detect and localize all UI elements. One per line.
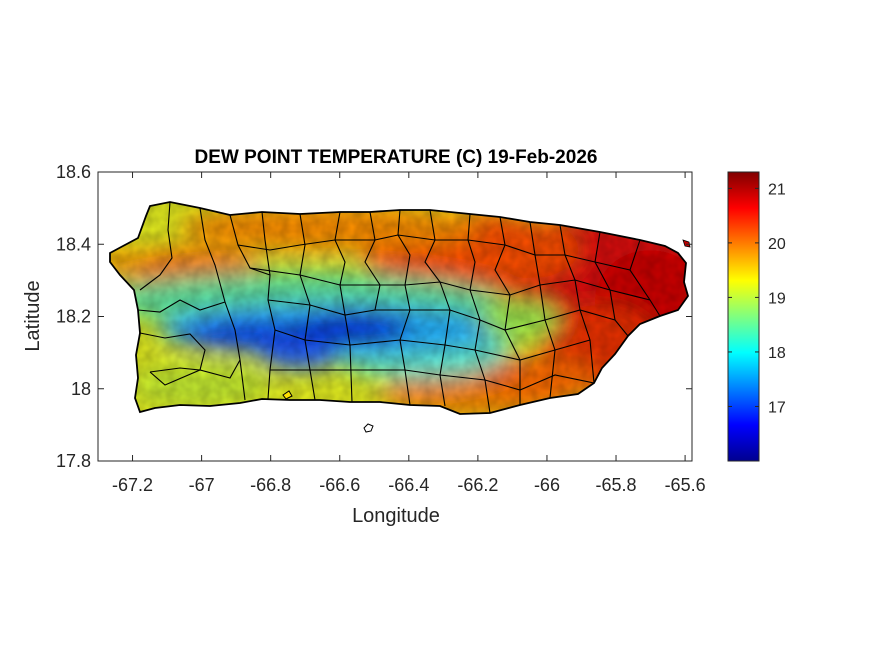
colorbar-ticks: 17 18 19 20 21 — [728, 181, 786, 416]
x-tick-label: -66.6 — [319, 475, 360, 495]
y-tick-label: 18 — [71, 379, 91, 399]
municipality-boundaries — [137, 201, 661, 414]
y-tick-label: 18.4 — [56, 234, 91, 254]
colorbar-tick-label: 19 — [768, 290, 786, 307]
colorbar-tick-label: 21 — [768, 181, 786, 198]
y-axis-ticks: 17.8 18 18.2 18.4 18.6 — [56, 162, 692, 471]
colorbar-tick-label: 20 — [768, 236, 786, 253]
y-tick-label: 18.2 — [56, 307, 91, 327]
x-tick-label: -65.6 — [665, 475, 706, 495]
chart-title: DEW POINT TEMPERATURE (C) 19-Feb-2026 — [195, 147, 598, 168]
x-axis-label: Longitude — [352, 505, 440, 527]
x-axis-ticks: -67.2 -67 -66.8 -66.6 -66.4 -66.2 -66 -65.8 -65.… — [112, 172, 706, 495]
x-tick-label: -67 — [189, 475, 215, 495]
x-tick-label: -66.4 — [388, 475, 429, 495]
x-tick-label: -66.8 — [250, 475, 291, 495]
desecheo-caja-muertos-islet — [363, 423, 374, 433]
colorbar — [727, 171, 760, 462]
y-axis-label: Latitude — [22, 280, 44, 351]
y-tick-label: 17.8 — [56, 451, 91, 471]
y-tick-label: 18.6 — [56, 162, 91, 182]
eastern-islet — [682, 239, 691, 248]
x-tick-label: -67.2 — [112, 475, 153, 495]
x-tick-label: -66 — [534, 475, 560, 495]
x-tick-label: -66.2 — [457, 475, 498, 495]
colorbar-tick-label: 18 — [768, 345, 786, 362]
x-tick-label: -65.8 — [596, 475, 637, 495]
colorbar-tick-label: 17 — [768, 399, 786, 416]
southern-islet — [282, 390, 293, 400]
